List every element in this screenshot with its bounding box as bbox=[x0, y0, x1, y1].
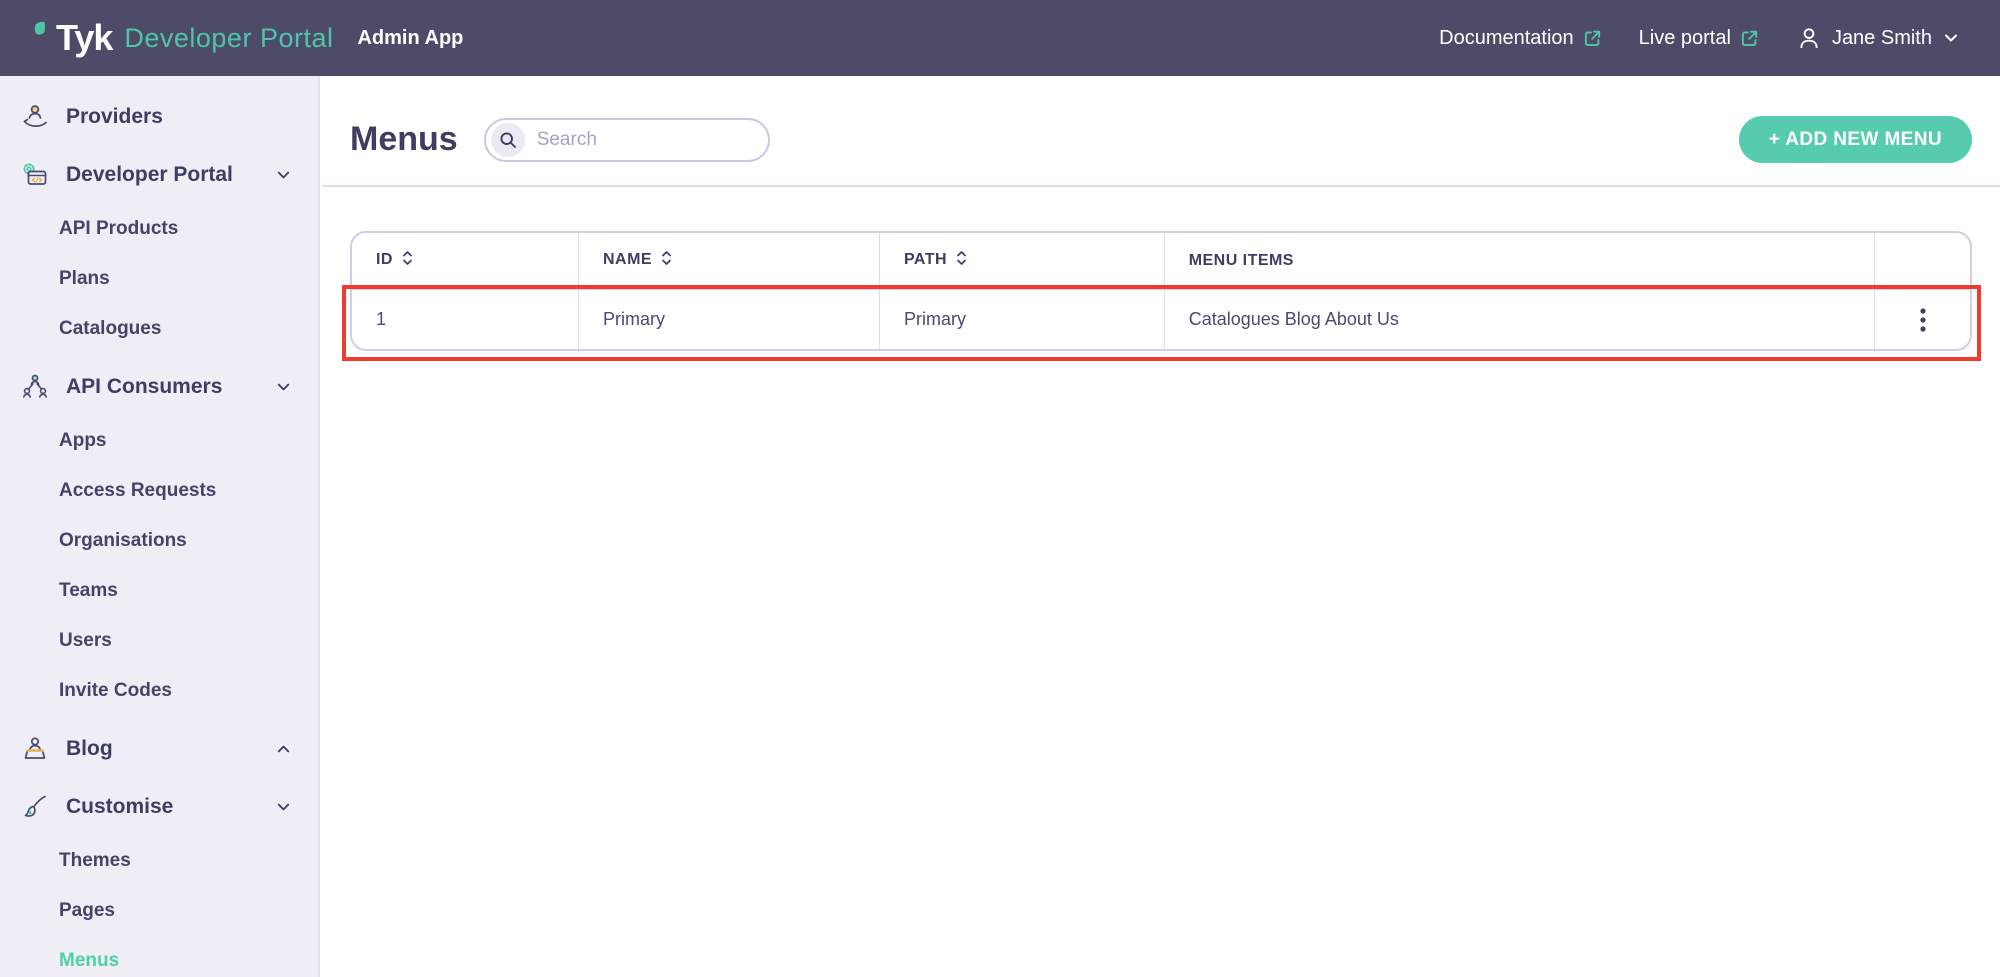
content-divider bbox=[322, 185, 2000, 187]
cell-id: 1 bbox=[352, 289, 580, 349]
header-right-group: Documentation Live portal Jane Smith bbox=[1439, 25, 1960, 51]
column-header-menu-items: MENU ITEMS bbox=[1164, 233, 1876, 290]
sidebar-item-api-products[interactable]: API Products bbox=[0, 204, 318, 254]
sidebar-item-themes[interactable]: Themes bbox=[0, 836, 318, 886]
chevron-up-icon[interactable] bbox=[275, 741, 292, 758]
documentation-label: Documentation bbox=[1439, 26, 1574, 49]
api-consumers-icon bbox=[18, 370, 52, 404]
sidebar-item-label: API Consumers bbox=[66, 375, 223, 398]
search-icon bbox=[490, 122, 525, 157]
sidebar-item-label: Plans bbox=[59, 268, 110, 289]
sidebar-item-label: Apps bbox=[59, 430, 107, 451]
live-portal-link[interactable]: Live portal bbox=[1639, 27, 1760, 50]
sidebar-item-organisations[interactable]: Organisations bbox=[0, 516, 318, 566]
user-name: Jane Smith bbox=[1831, 26, 1932, 49]
sidebar-item-label: API Products bbox=[59, 218, 179, 239]
sidebar-item-label: Customise bbox=[66, 795, 174, 818]
sidebar-item-label: Providers bbox=[66, 105, 163, 128]
sidebar-item-customise[interactable]: Customise bbox=[0, 778, 318, 836]
sidebar-item-plans[interactable]: Plans bbox=[0, 254, 318, 304]
column-header-path[interactable]: PATH bbox=[879, 233, 1165, 290]
external-link-icon bbox=[1741, 30, 1758, 46]
search-input[interactable] bbox=[536, 128, 737, 151]
sidebar-item-users[interactable]: Users bbox=[0, 616, 318, 666]
chevron-down-icon[interactable] bbox=[275, 799, 292, 816]
sidebar-item-label: Blog bbox=[66, 737, 113, 760]
sort-icon bbox=[661, 250, 672, 271]
logo-text: Tyk bbox=[56, 17, 113, 58]
sidebar-item-apps[interactable]: Apps bbox=[0, 416, 318, 466]
live-portal-label: Live portal bbox=[1638, 26, 1731, 49]
main-content: Menus + ADD NEW MENU ID bbox=[322, 76, 2000, 977]
sidebar-item-label: Teams bbox=[59, 580, 118, 601]
sidebar-item-label: Organisations bbox=[59, 530, 187, 551]
admin-app-label: Admin App bbox=[357, 26, 464, 49]
cell-name: Primary bbox=[578, 289, 880, 349]
sidebar-item-access-requests[interactable]: Access Requests bbox=[0, 466, 318, 516]
sidebar-item-developer-portal[interactable]: Developer Portal bbox=[0, 146, 318, 204]
tyk-logo[interactable]: Tyk Developer Portal bbox=[32, 17, 333, 59]
developer-portal-icon bbox=[18, 158, 52, 192]
cell-menu-items: Catalogues Blog About Us bbox=[1164, 289, 1876, 349]
sidebar-item-label: Pages bbox=[59, 900, 115, 921]
sidebar-item-blog[interactable]: Blog bbox=[0, 720, 318, 778]
sort-icon bbox=[402, 250, 413, 271]
column-header-id[interactable]: ID bbox=[352, 233, 580, 290]
table-header-row: ID NAME PATH MENU ITEMS bbox=[352, 233, 1970, 290]
sidebar-item-pages[interactable]: Pages bbox=[0, 886, 318, 936]
sidebar-nav: Providers Developer Portal API Products … bbox=[0, 76, 320, 977]
column-header-name[interactable]: NAME bbox=[578, 233, 880, 290]
sidebar-item-label: Catalogues bbox=[59, 318, 162, 339]
external-link-icon bbox=[1584, 30, 1600, 46]
documentation-link[interactable]: Documentation bbox=[1439, 27, 1603, 50]
user-icon bbox=[1800, 28, 1818, 49]
chevron-down-icon[interactable] bbox=[275, 167, 292, 184]
page-title: Menus bbox=[350, 120, 458, 158]
column-header-actions bbox=[1874, 233, 1970, 290]
providers-icon bbox=[18, 100, 52, 134]
sidebar-item-teams[interactable]: Teams bbox=[0, 566, 318, 616]
chevron-down-icon bbox=[1945, 34, 1957, 42]
blog-icon bbox=[18, 732, 52, 766]
sidebar-item-label: Themes bbox=[59, 850, 131, 871]
menus-table: ID NAME PATH MENU ITEMS bbox=[350, 231, 1972, 351]
search-box bbox=[483, 117, 770, 162]
sidebar-item-providers[interactable]: Providers bbox=[0, 88, 318, 146]
sort-icon bbox=[956, 250, 967, 271]
sidebar-item-api-consumers[interactable]: API Consumers bbox=[0, 358, 318, 416]
sidebar-item-catalogues[interactable]: Catalogues bbox=[0, 304, 318, 354]
cell-path: Primary bbox=[879, 289, 1165, 349]
page-header-row: Menus + ADD NEW MENU bbox=[350, 76, 1972, 176]
sidebar-item-label: Invite Codes bbox=[59, 680, 172, 701]
customise-icon bbox=[18, 790, 52, 824]
sidebar-item-invite-codes[interactable]: Invite Codes bbox=[0, 666, 318, 716]
logo-subtitle: Developer Portal bbox=[124, 22, 334, 53]
sidebar-item-label: Users bbox=[59, 630, 112, 651]
top-header-bar: Tyk Developer Portal Admin App Documenta… bbox=[0, 0, 2000, 76]
tyk-leaf-icon bbox=[34, 21, 45, 35]
sidebar-item-label: Access Requests bbox=[59, 480, 217, 501]
sidebar-item-label: Developer Portal bbox=[66, 163, 233, 186]
menus-table-wrap: ID NAME PATH MENU ITEMS bbox=[342, 231, 1981, 361]
kebab-menu-icon[interactable] bbox=[1905, 301, 1941, 339]
table-row[interactable]: 1 Primary Primary Catalogues Blog About … bbox=[352, 289, 1970, 349]
sidebar-item-menus[interactable]: Menus bbox=[0, 936, 318, 977]
add-new-menu-button[interactable]: + ADD NEW MENU bbox=[1738, 116, 1972, 163]
user-menu[interactable]: Jane Smith bbox=[1796, 25, 1960, 51]
sidebar-item-label: Menus bbox=[59, 950, 120, 971]
chevron-down-icon[interactable] bbox=[275, 379, 292, 396]
cell-actions bbox=[1874, 289, 1970, 349]
